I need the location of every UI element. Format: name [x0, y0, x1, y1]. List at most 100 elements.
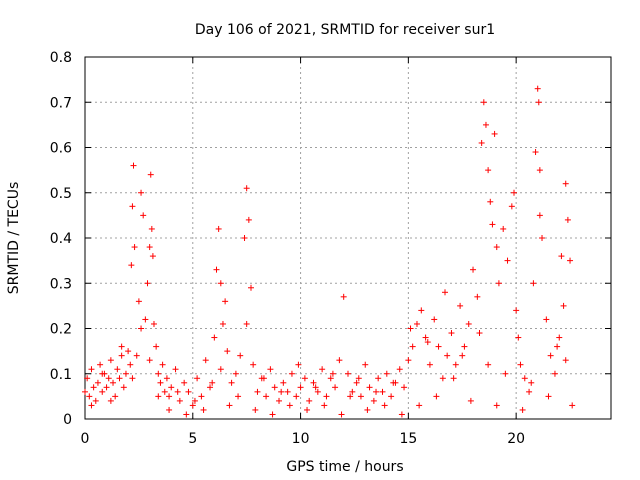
- data-point: [510, 189, 517, 196]
- data-point: [254, 388, 261, 395]
- data-point: [373, 388, 380, 395]
- data-point: [116, 375, 123, 382]
- data-point: [495, 280, 502, 287]
- data-point: [459, 352, 466, 359]
- data-point: [457, 302, 464, 309]
- data-point: [153, 343, 160, 350]
- y-tick-label: 0.8: [50, 50, 72, 66]
- data-point: [487, 198, 494, 205]
- data-point: [504, 257, 511, 264]
- y-tick-label: 0.2: [50, 322, 72, 338]
- data-point: [332, 384, 339, 391]
- data-point: [519, 406, 526, 413]
- data-point: [99, 370, 106, 377]
- data-point: [176, 397, 183, 404]
- data-point: [543, 316, 550, 323]
- data-point: [97, 361, 104, 368]
- data-point: [293, 393, 300, 400]
- data-point: [545, 393, 552, 400]
- data-point: [547, 352, 554, 359]
- chart-title: Day 106 of 2021, SRMTID for receiver sur…: [195, 22, 495, 38]
- data-point: [470, 266, 477, 273]
- data-point: [194, 375, 201, 382]
- data-point: [157, 379, 164, 386]
- data-point: [146, 244, 153, 251]
- data-point: [161, 388, 168, 395]
- data-point: [530, 280, 537, 287]
- data-point: [448, 330, 455, 337]
- x-tick-label: 20: [507, 431, 525, 447]
- data-point: [215, 225, 222, 232]
- data-point: [364, 406, 371, 413]
- data-point: [493, 402, 500, 409]
- data-point: [329, 370, 336, 377]
- data-point: [381, 402, 388, 409]
- data-point: [383, 370, 390, 377]
- data-point: [556, 334, 563, 341]
- data-point: [551, 370, 558, 377]
- data-point: [398, 411, 405, 418]
- y-tick-label: 0.1: [50, 367, 72, 383]
- y-tick-label: 0.5: [50, 186, 72, 202]
- data-point: [521, 375, 528, 382]
- data-point: [485, 167, 492, 174]
- data-point: [166, 393, 173, 400]
- data-point: [435, 343, 442, 350]
- data-point: [539, 235, 546, 241]
- data-point: [105, 375, 112, 382]
- data-point: [247, 284, 254, 291]
- data-point: [198, 393, 205, 400]
- data-point: [295, 361, 302, 368]
- data-point: [418, 307, 425, 314]
- data-point: [536, 167, 543, 174]
- data-point: [517, 361, 524, 368]
- data-point: [444, 352, 451, 359]
- data-point: [370, 397, 377, 404]
- y-tick-label: 0.3: [50, 276, 72, 292]
- data-point: [243, 320, 250, 327]
- data-point: [99, 388, 106, 395]
- data-point: [558, 253, 565, 260]
- x-tick-label: 10: [292, 431, 310, 447]
- grid-lines: [85, 57, 611, 419]
- data-point: [336, 357, 343, 364]
- data-point: [401, 384, 408, 391]
- data-point: [536, 212, 543, 219]
- data-point: [379, 388, 386, 395]
- data-point: [163, 375, 170, 382]
- data-points: [82, 85, 576, 418]
- data-point: [304, 406, 311, 413]
- data-point: [140, 212, 147, 219]
- data-point: [319, 366, 326, 373]
- data-point: [135, 298, 142, 305]
- data-point: [138, 325, 145, 332]
- data-point: [461, 343, 468, 350]
- data-point: [125, 348, 132, 355]
- data-point: [241, 235, 248, 241]
- x-tick-label: 5: [188, 431, 197, 447]
- data-point: [467, 397, 474, 404]
- data-point: [114, 366, 121, 373]
- data-point: [413, 320, 420, 327]
- data-point: [375, 375, 382, 382]
- data-point: [560, 302, 567, 309]
- data-point: [127, 361, 134, 368]
- data-point: [442, 289, 449, 296]
- data-point: [286, 402, 293, 409]
- data-point: [422, 334, 429, 341]
- data-point: [118, 343, 125, 350]
- data-point: [431, 316, 438, 323]
- data-point: [564, 216, 571, 223]
- data-point: [228, 379, 235, 386]
- data-point: [267, 366, 274, 373]
- data-point: [237, 352, 244, 359]
- data-point: [450, 375, 457, 382]
- data-point: [138, 189, 145, 196]
- data-point: [150, 320, 157, 327]
- data-point: [278, 388, 285, 395]
- y-tick-label: 0.6: [50, 141, 72, 157]
- data-point: [388, 393, 395, 400]
- data-point: [508, 203, 515, 210]
- data-point: [166, 406, 173, 413]
